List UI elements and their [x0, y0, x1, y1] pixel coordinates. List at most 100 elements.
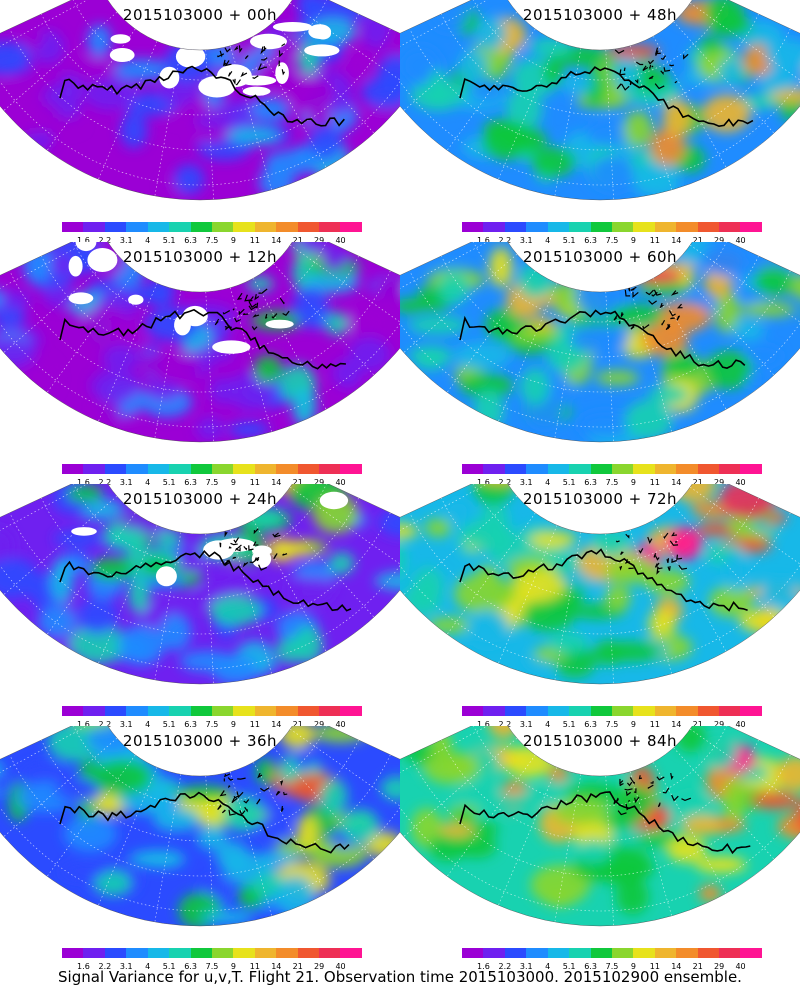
colorbar-label: 6.3 — [184, 962, 197, 971]
colorbar-swatch — [697, 706, 720, 716]
colorbar-swatch — [211, 948, 234, 958]
colorbar-swatch — [740, 464, 762, 474]
colorbar-labels: 1.6 2.2 3.1 4 5.1 6.3 7.5 9 11 14 21 29 40 — [62, 962, 362, 972]
colorbar-swatch — [190, 464, 212, 474]
colorbar-label: 5.1 — [162, 478, 176, 487]
variance-map — [400, 242, 800, 443]
colorbar-swatch — [147, 222, 170, 232]
colorbar-swatch — [504, 948, 527, 958]
colorbar-swatch — [104, 464, 127, 474]
colorbar-label: 21 — [692, 962, 703, 971]
colorbar-label: 14 — [271, 236, 282, 245]
colorbar — [462, 706, 762, 716]
colorbar-swatch — [254, 464, 277, 474]
colorbar — [462, 948, 762, 958]
panel-title: 2015103000 + 00h — [122, 6, 278, 24]
colorbar-swatch — [319, 222, 341, 232]
colorbar-label: 29 — [314, 236, 325, 245]
colorbar-label: 2.2 — [98, 962, 112, 971]
colorbar-label: 5.1 — [162, 962, 176, 971]
colorbar-label: 4 — [145, 720, 151, 729]
colorbar-label: 29 — [714, 236, 725, 245]
colorbar-swatch — [504, 706, 527, 716]
colorbar-swatch — [504, 222, 527, 232]
colorbar-swatch — [340, 222, 362, 232]
panel-title: 2015103000 + 72h — [522, 490, 678, 508]
colorbar-swatch — [547, 464, 570, 474]
colorbar-swatch — [83, 706, 105, 716]
colorbar-label: 9 — [230, 478, 236, 487]
colorbar-swatch — [462, 948, 484, 958]
colorbar-swatch — [126, 222, 148, 232]
colorbar-swatch — [233, 464, 255, 474]
colorbar-label: 4 — [145, 236, 151, 245]
colorbar-swatch — [62, 222, 84, 232]
colorbar — [462, 464, 762, 474]
panel-title: 2015103000 + 48h — [522, 6, 678, 24]
colorbar-label: 14 — [671, 720, 682, 729]
colorbar-label: 21 — [692, 236, 703, 245]
colorbar-swatch — [169, 464, 191, 474]
map-panel: 2015103000 + 12h 1.6 2.2 3.1 4 5.1 6.3 7.5 9 11 14… — [0, 242, 400, 487]
colorbar-label: 14 — [271, 720, 282, 729]
colorbar-label: 7.5 — [605, 236, 619, 245]
colorbar-swatch — [147, 948, 170, 958]
colorbar-swatch — [676, 706, 698, 716]
map-panel: 2015103000 + 24h 1.6 2.2 3.1 4 5.1 6.3 7.5 9 11 14… — [0, 484, 400, 729]
colorbar-label: 4 — [545, 478, 551, 487]
colorbar-swatch — [633, 948, 655, 958]
colorbar-label: 14 — [271, 962, 282, 971]
colorbar-label: 3.1 — [119, 478, 133, 487]
colorbar-labels: 1.6 2.2 3.1 4 5.1 6.3 7.5 9 11 14 21 29 40 — [462, 962, 762, 972]
colorbar-swatch — [633, 464, 655, 474]
panel-title: 2015103000 + 24h — [122, 490, 278, 508]
map-panel: 2015103000 + 36h 1.6 2.2 3.1 4 5.1 6.3 7.5 9 11 14… — [0, 726, 400, 971]
colorbar-swatch — [169, 948, 191, 958]
colorbar-label: 11 — [249, 720, 260, 729]
colorbar-label: 11 — [649, 478, 660, 487]
colorbar-label: 14 — [671, 236, 682, 245]
colorbar-swatch — [462, 464, 484, 474]
colorbar-label: 2.2 — [98, 720, 112, 729]
colorbar-swatch — [569, 222, 591, 232]
colorbar-swatch — [254, 948, 277, 958]
colorbar — [62, 222, 362, 232]
colorbar-label: 4 — [545, 236, 551, 245]
colorbar-swatch — [590, 464, 612, 474]
colorbar-label: 5.1 — [162, 236, 176, 245]
colorbar-swatch — [697, 948, 720, 958]
colorbar-label: 14 — [671, 478, 682, 487]
colorbar-swatch — [569, 464, 591, 474]
colorbar-label: 29 — [714, 962, 725, 971]
colorbar-label: 3.1 — [519, 962, 533, 971]
colorbar-swatch — [590, 706, 612, 716]
colorbar-swatch — [276, 948, 298, 958]
colorbar-swatch — [547, 222, 570, 232]
colorbar-label: 4 — [145, 962, 151, 971]
colorbar-label: 5.1 — [562, 478, 576, 487]
colorbar-swatch — [297, 948, 320, 958]
colorbar-label: 29 — [314, 962, 325, 971]
colorbar-swatch — [483, 464, 505, 474]
panel-title: 2015103000 + 36h — [122, 732, 278, 750]
colorbar-swatch — [526, 222, 548, 232]
colorbar-label: 21 — [292, 962, 303, 971]
colorbar-label: 1.6 — [77, 236, 90, 245]
panel-title: 2015103000 + 84h — [522, 732, 678, 750]
colorbar-swatch — [233, 706, 255, 716]
colorbar-label: 21 — [292, 720, 303, 729]
colorbar-label: 9 — [630, 236, 636, 245]
colorbar — [462, 222, 762, 232]
colorbar-swatch — [547, 706, 570, 716]
colorbar-swatch — [233, 948, 255, 958]
colorbar-label: 2.2 — [98, 478, 112, 487]
variance-map — [0, 726, 400, 927]
colorbar-swatch — [319, 464, 341, 474]
figure-caption: Signal Variance for u,v,T. Flight 21. Ob… — [58, 968, 742, 986]
colorbar-labels: 1.6 2.2 3.1 4 5.1 6.3 7.5 9 11 14 21 29 40 — [462, 720, 762, 730]
colorbar-label: 3.1 — [119, 720, 133, 729]
colorbar-swatch — [147, 464, 170, 474]
colorbar-swatch — [254, 222, 277, 232]
colorbar-label: 4 — [145, 478, 151, 487]
colorbar-label: 7.5 — [205, 478, 219, 487]
